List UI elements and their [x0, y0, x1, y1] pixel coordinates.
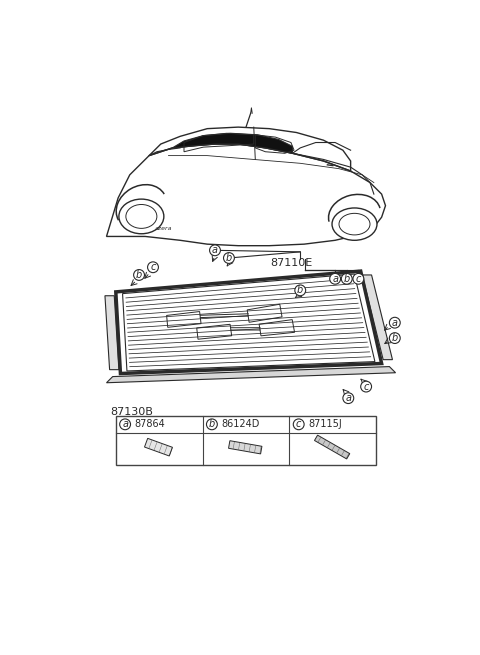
Text: b: b — [209, 419, 215, 429]
Circle shape — [147, 262, 158, 272]
Text: a: a — [392, 318, 398, 328]
Text: b: b — [344, 274, 350, 284]
Text: 87110E: 87110E — [270, 258, 312, 268]
Circle shape — [120, 419, 131, 430]
Text: a: a — [345, 393, 351, 403]
Polygon shape — [107, 367, 396, 383]
Text: c: c — [363, 382, 369, 392]
Polygon shape — [362, 275, 393, 360]
Circle shape — [343, 393, 354, 403]
Circle shape — [295, 285, 306, 296]
Circle shape — [206, 419, 217, 430]
Circle shape — [224, 253, 234, 263]
Bar — [116, 416, 376, 465]
Text: a: a — [332, 274, 338, 284]
Text: c: c — [150, 262, 156, 272]
Bar — [144, 438, 172, 456]
Text: 87130B: 87130B — [110, 407, 153, 417]
Ellipse shape — [339, 214, 370, 235]
Polygon shape — [105, 296, 119, 369]
Text: a: a — [122, 419, 128, 429]
Circle shape — [389, 317, 400, 328]
Ellipse shape — [119, 199, 164, 234]
Text: 87115J: 87115J — [308, 419, 342, 429]
Text: azera: azera — [155, 226, 172, 231]
Circle shape — [330, 273, 340, 284]
Circle shape — [133, 270, 144, 280]
Text: a: a — [212, 246, 218, 255]
Text: b: b — [226, 253, 232, 263]
Text: 87864: 87864 — [134, 419, 165, 429]
Text: b: b — [297, 286, 303, 295]
Bar — [228, 441, 262, 454]
Text: c: c — [356, 274, 361, 284]
Circle shape — [360, 381, 372, 392]
Circle shape — [210, 245, 220, 255]
Circle shape — [293, 419, 304, 430]
Circle shape — [389, 333, 400, 343]
Text: b: b — [136, 270, 142, 280]
Bar — [314, 435, 350, 459]
Ellipse shape — [332, 208, 377, 240]
Text: b: b — [392, 333, 398, 343]
Ellipse shape — [126, 204, 157, 229]
Text: c: c — [296, 419, 301, 429]
Polygon shape — [172, 133, 292, 153]
Text: 86124D: 86124D — [221, 419, 260, 429]
Circle shape — [341, 273, 352, 284]
Circle shape — [353, 273, 364, 284]
